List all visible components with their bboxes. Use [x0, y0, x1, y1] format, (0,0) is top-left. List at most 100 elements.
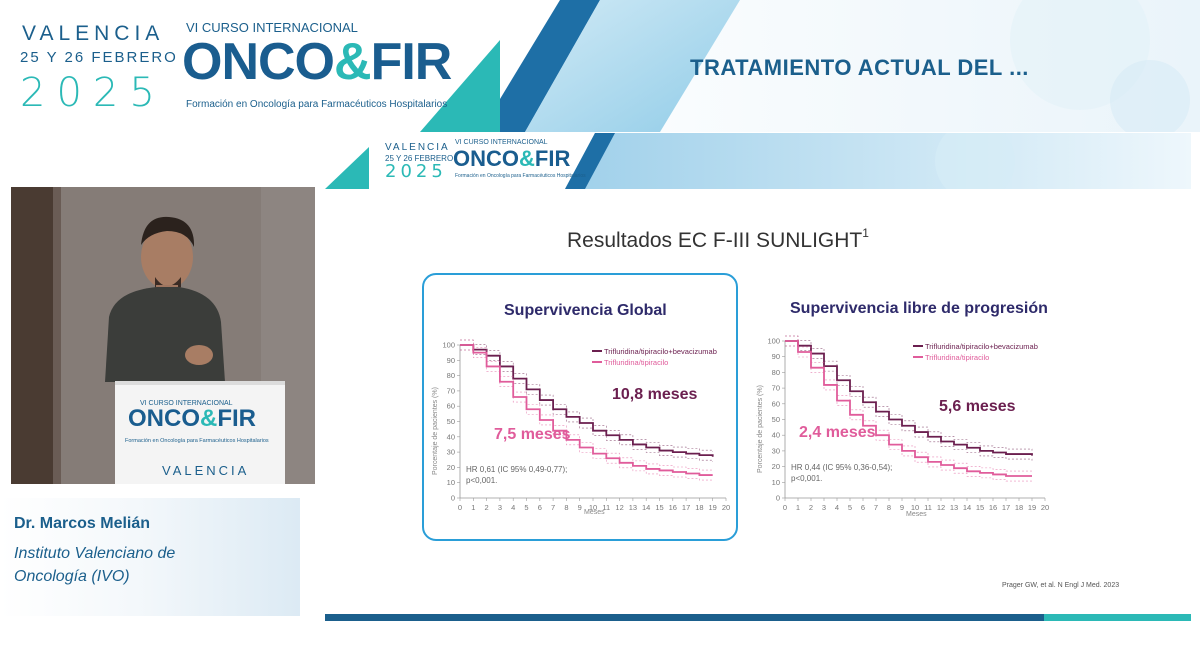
pfs-legend-entry-1: Trifluridina/tipiracilo+bevacizumab — [925, 342, 1038, 351]
pfs-x-tick-label: 7 — [874, 503, 878, 512]
pfs-x-tick-label: 12 — [937, 503, 945, 512]
pfs-x-tick-label: 20 — [1041, 503, 1049, 512]
os-x-tick-label: 5 — [524, 503, 528, 512]
pfs-y-tick-label: 0 — [776, 494, 780, 503]
pfs-x-tick-label: 2 — [809, 503, 813, 512]
pfs-y-tick-label: 60 — [772, 399, 780, 408]
pfs-x-tick-label: 3 — [822, 503, 826, 512]
logo-ampersand: & — [334, 33, 372, 91]
logo-left-text: ONCO — [182, 33, 335, 91]
slide-header-course: VI CURSO INTERNACIONAL — [455, 139, 548, 146]
pfs-x-tick-label: 11 — [924, 503, 932, 512]
speaker-affiliation-line2: Oncología (IVO) — [14, 568, 130, 585]
slide-progress-fill — [1044, 614, 1191, 621]
results-title-reference: 1 — [862, 226, 869, 240]
speaker-video: VI CURSO INTERNACIONAL ONCO&FIR Formació… — [11, 187, 315, 484]
speaker-name: Dr. Marcos Melián — [14, 515, 151, 532]
pfs-x-tick-label: 9 — [900, 503, 904, 512]
os-x-tick-label: 13 — [629, 503, 637, 512]
os-chart-panel: Supervivencia Global 0 10 20 30 40 50 60 70 80 90… — [422, 273, 738, 541]
slide-header-dates: 25 Y 26 FEBRERO — [385, 154, 454, 163]
speaker-card: Dr. Marcos Melián Instituto Valenciano d… — [0, 498, 300, 616]
section-title: TRATAMIENTO ACTUAL DEL ... — [690, 55, 1029, 80]
results-title-text: Resultados EC F-III SUNLIGHT — [567, 229, 863, 252]
pfs-x-tick-label: 15 — [976, 503, 984, 512]
os-p-value: p<0,001. — [466, 476, 498, 485]
os-series-2-ci-upper — [460, 339, 713, 471]
os-x-tick-label: 20 — [722, 503, 730, 512]
pfs-series-1-ci-lower — [785, 345, 1033, 461]
pfs-x-tick-label: 16 — [989, 503, 997, 512]
pfs-x-tick-label: 19 — [1028, 503, 1036, 512]
os-y-tick-label: 50 — [447, 417, 455, 426]
speaker-video-image — [11, 187, 315, 484]
pfs-series-1-line — [785, 340, 1033, 456]
event-dates: 25 Y 26 FEBRERO — [20, 49, 178, 66]
pfs-x-tick-label: 17 — [1002, 503, 1010, 512]
os-y-tick-label: 30 — [447, 448, 455, 457]
os-y-tick-label: 40 — [447, 432, 455, 441]
slide-progress-bar — [325, 614, 1191, 621]
pfs-hr-text: HR 0,44 (IC 95% 0,36-0,54); — [791, 463, 893, 472]
event-logo: ONCO&FIR — [182, 33, 453, 91]
banner-graphic — [0, 0, 1200, 132]
os-y-tick-label: 90 — [447, 356, 455, 365]
os-x-tick-label: 14 — [642, 503, 650, 512]
os-x-tick-label: 3 — [498, 503, 502, 512]
os-series-2-ci-lower — [460, 349, 713, 481]
pfs-chart-panel: Supervivencia libre de progresión 0 10 20 3… — [757, 273, 1057, 541]
os-series-1-ci-upper — [460, 339, 713, 452]
pfs-y-tick-label: 50 — [772, 415, 780, 424]
pfs-legend-entry-2: Trifluridina/tipiracilo — [925, 353, 990, 362]
os-series-1-line — [460, 344, 714, 457]
podium-course-label: VI CURSO INTERNACIONAL — [140, 400, 233, 407]
pfs-p-value: p<0,001. — [791, 474, 823, 483]
pfs-x-tick-label: 6 — [861, 503, 865, 512]
pfs-y-tick-label: 100 — [767, 337, 780, 346]
os-series-2-line — [460, 344, 713, 476]
os-y-tick-label: 10 — [447, 478, 455, 487]
os-y-tick-label: 100 — [442, 341, 455, 350]
pfs-x-axis-title: Meses — [906, 511, 927, 518]
os-x-tick-label: 4 — [511, 503, 515, 512]
os-median-control: 7,5 meses — [494, 426, 571, 443]
os-x-tick-label: 9 — [578, 503, 582, 512]
slide-header-year: 2025 — [385, 161, 447, 182]
os-x-tick-label: 11 — [602, 503, 610, 512]
os-x-axis-title: Meses — [584, 509, 605, 516]
podium-logo: ONCO&FIR — [128, 405, 257, 432]
os-series-1-ci-lower — [460, 349, 713, 462]
podium-tagline: Formación en Oncología para Farmacéutico… — [125, 438, 269, 444]
pfs-x-tick-label: 8 — [887, 503, 891, 512]
pfs-y-tick-label: 80 — [772, 368, 780, 377]
os-x-tick-label: 12 — [615, 503, 623, 512]
slide-header-graphic — [325, 133, 1191, 189]
pfs-y-tick-label: 30 — [772, 446, 780, 455]
os-legend-entry-2: Trifluridina/tipiracilo — [604, 358, 669, 367]
event-year: 2025 — [20, 70, 166, 116]
os-x-tick-label: 7 — [551, 503, 555, 512]
pfs-chart-title: Supervivencia libre de progresión — [790, 300, 1048, 317]
event-city: VALENCIA — [22, 22, 165, 45]
speaker-affiliation-line1: Instituto Valenciano de — [14, 545, 176, 562]
slide-header-tagline: Formación en Oncología para Farmacéutico… — [455, 173, 586, 179]
os-y-tick-label: 60 — [447, 402, 455, 411]
slide-header-logo: ONCO&FIR — [453, 146, 571, 171]
os-x-tick-label: 0 — [458, 503, 462, 512]
pfs-median-control: 2,4 meses — [799, 424, 876, 441]
pfs-x-tick-label: 1 — [796, 503, 800, 512]
os-y-tick-label: 0 — [451, 494, 455, 503]
event-tagline: Formación en Oncología para Farmacéutico… — [186, 99, 448, 110]
podium-city: VALENCIA — [162, 463, 250, 478]
os-y-tick-label: 80 — [447, 371, 455, 380]
pfs-x-tick-label: 14 — [963, 503, 971, 512]
os-chart-title: Supervivencia Global — [504, 302, 667, 319]
os-y-axis-title: Porcentaje de pacientes (%) — [432, 387, 439, 475]
pfs-x-tick-label: 18 — [1015, 503, 1023, 512]
pfs-series-2-line — [785, 340, 1032, 477]
logo-right-text: FIR — [370, 33, 453, 91]
pfs-x-tick-label: 4 — [835, 503, 839, 512]
os-y-tick-label: 70 — [447, 386, 455, 395]
